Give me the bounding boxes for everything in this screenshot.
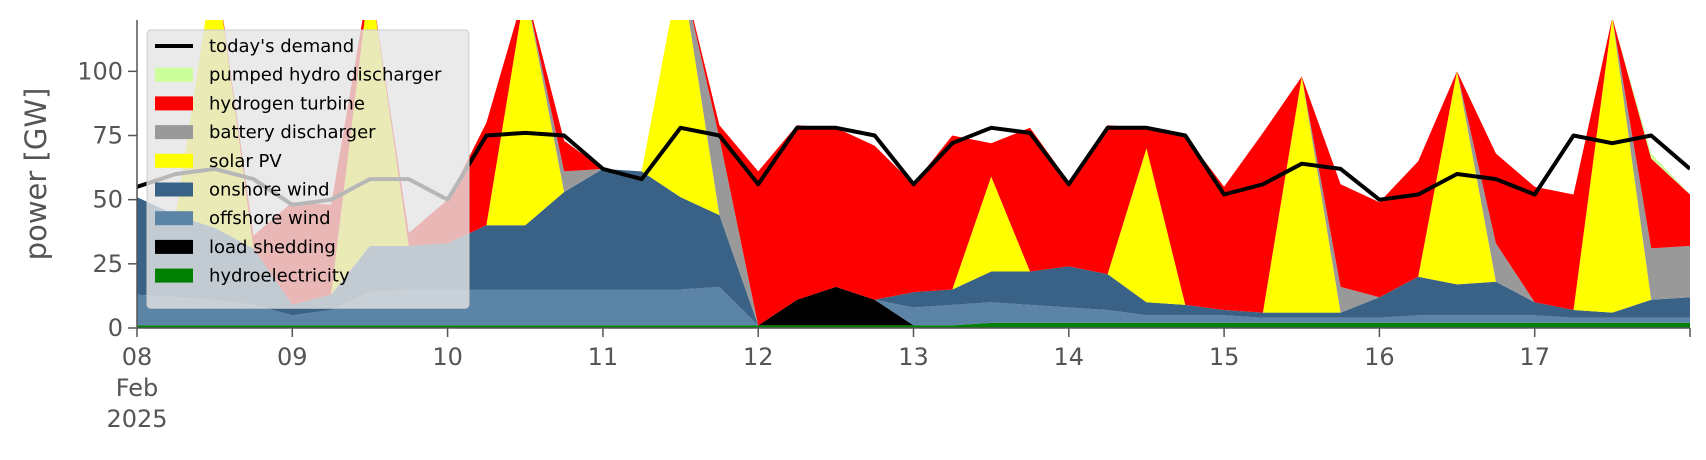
legend-label: onshore wind (209, 180, 330, 201)
x-tick-label: 08 Feb 2025 (106, 343, 167, 433)
legend-swatch (155, 239, 193, 254)
legend-label: hydroelectricity (209, 266, 350, 287)
x-tick-label: 15 (1209, 343, 1240, 371)
y-tick-label: 100 (77, 57, 123, 85)
x-tick-label: 14 (1054, 343, 1085, 371)
x-tick-label: 12 (743, 343, 774, 371)
x-tick-label: 16 (1364, 343, 1395, 371)
legend-label: load shedding (209, 237, 336, 258)
y-tick-label: 75 (92, 122, 123, 150)
area-offshore-wind (137, 286, 1690, 326)
x-tick-label: 10 (432, 343, 463, 371)
legend-swatch (155, 96, 193, 111)
area-onshore-wind (137, 168, 1690, 326)
legend-swatch (155, 211, 193, 226)
legend-swatch (155, 67, 193, 82)
y-tick-label: 0 (108, 314, 123, 342)
x-tick-label: 09 (277, 343, 308, 371)
legend-label: pumped hydro discharger (209, 65, 442, 86)
x-tick-label: 13 (898, 343, 929, 371)
legend-label: solar PV (209, 151, 282, 172)
x-tick-label: 11 (588, 343, 619, 371)
legend-label: battery discharger (209, 122, 376, 143)
area-hydroelectricity (137, 322, 1690, 328)
y-axis-title: power [GW] (19, 88, 53, 261)
legend: today's demand pumped hydro discharger hyd… (146, 29, 470, 309)
y-tick-label: 50 (92, 186, 123, 214)
legend-box (146, 29, 470, 309)
legend-swatch (155, 268, 193, 283)
legend-label: hydrogen turbine (209, 93, 365, 114)
legend-label: offshore wind (209, 208, 331, 229)
axes-group: 0 25 50 75 100 08 Feb 2025 09 10 11 12 13 14 15 16 17 (77, 20, 1691, 433)
legend-swatch (155, 182, 193, 197)
legend-swatch (155, 125, 193, 140)
legend-label: today's demand (209, 36, 354, 57)
y-tick-label: 25 (92, 250, 123, 278)
x-tick-label: 17 (1519, 343, 1550, 371)
legend-swatch (155, 153, 193, 168)
area-solar-pv (137, 20, 1690, 326)
